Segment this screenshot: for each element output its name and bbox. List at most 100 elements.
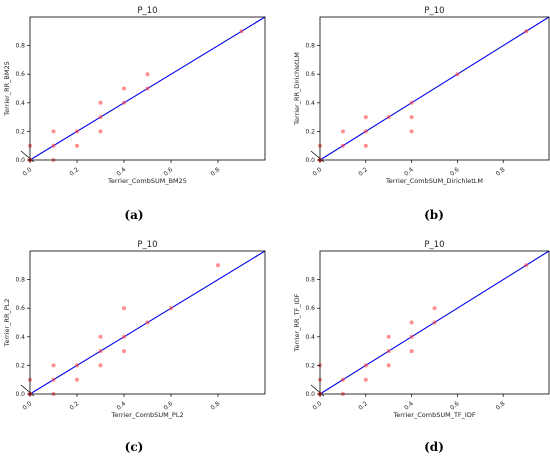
x-tick-label: 0.4 [115, 400, 127, 412]
data-point [409, 100, 414, 105]
x-tick-label: 0.8 [209, 400, 221, 412]
diagonal-line [319, 16, 550, 161]
data-point [524, 29, 529, 34]
data-point [75, 377, 79, 382]
y-tick-label: 0.6 [305, 71, 315, 78]
data-point [98, 115, 103, 120]
data-point [169, 306, 173, 311]
x-tick-label: 0.0 [311, 400, 323, 412]
data-point [122, 86, 126, 91]
data-point [51, 129, 56, 134]
y-tick-label: 0.4 [305, 334, 315, 341]
y-tick-label: 0.2 [15, 128, 25, 135]
x-tick-label: 0.6 [162, 400, 174, 412]
x-tick-label: 0.6 [449, 400, 461, 412]
data-point [145, 86, 150, 91]
data-point [75, 129, 79, 134]
y-tick-label: 0.6 [305, 305, 315, 312]
y-axis-label: Terrier_RR_TF_IDF [293, 293, 301, 352]
y-tick-label: 0.2 [15, 362, 25, 369]
data-point [145, 320, 150, 325]
data-point [455, 72, 460, 77]
x-tick-label: 0.4 [403, 166, 415, 178]
y-tick-label: 0.6 [15, 71, 25, 78]
data-point [216, 263, 220, 268]
data-point [363, 377, 368, 382]
data-point [386, 363, 391, 368]
data-point [524, 263, 529, 268]
scatter-panel-1: P_10 0.0 0.2 0.4 0.6 0.8 0.0 0.2 0.4 0.6 0.8 Terrie… [3, 6, 266, 222]
y-tick-label: 0.0 [305, 157, 315, 164]
x-tick-label: 0.0 [21, 400, 33, 412]
data-point [409, 129, 414, 134]
y-tick-label: 0.6 [15, 305, 25, 312]
data-point [363, 115, 368, 120]
panel-caption: (b) [424, 208, 444, 222]
x-axis-label: Terrier_CombSUM_BM25 [107, 177, 187, 185]
x-axis-label: Terrier_CombSUM_PL2 [110, 411, 183, 419]
data-point [145, 72, 150, 77]
y-tick-label: 0.8 [305, 277, 315, 284]
y-axis-label: Terrier_RR_PL2 [3, 299, 11, 348]
x-tick-label: 0.2 [357, 400, 369, 412]
data-point [122, 349, 126, 354]
data-point [386, 115, 391, 120]
plot-frame [29, 16, 266, 161]
data-point [75, 143, 79, 148]
data-point [122, 306, 126, 311]
scatter-panel-4: P_10 0.0 0.2 0.4 0.6 0.8 0.0 0.2 0.4 0.6 0.8 Terrie… [293, 240, 550, 454]
y-tick-label: 0.8 [15, 277, 25, 284]
panel-title: P_10 [424, 240, 444, 250]
data-point [51, 377, 56, 382]
y-tick-label: 0.0 [15, 391, 25, 398]
panel-caption: (c) [125, 440, 144, 454]
x-tick-label: 0.2 [68, 400, 80, 412]
y-axis-label: Terrier_RR_DirichletLM [293, 52, 301, 126]
data-point [340, 143, 345, 148]
x-axis-label: Terrier_CombSUM_TF_IDF [392, 411, 475, 419]
x-tick-label: 0.0 [21, 166, 33, 178]
x-tick-label: 0.8 [209, 166, 221, 178]
y-tick-label: 0.0 [305, 391, 315, 398]
data-point [98, 334, 103, 339]
data-point [409, 334, 414, 339]
y-axis-label: Terrier_RR_BM25 [3, 61, 11, 116]
data-point [122, 100, 126, 105]
panel-caption: (d) [424, 440, 444, 454]
plot-frame [319, 16, 550, 161]
data-point [386, 334, 391, 339]
data-point [409, 320, 414, 325]
panel-title: P_10 [137, 6, 157, 16]
data-point [51, 363, 56, 368]
panel-title: P_10 [424, 6, 444, 16]
x-tick-label: 0.2 [357, 166, 369, 178]
data-point [386, 349, 391, 354]
y-tick-label: 0.4 [305, 100, 315, 107]
x-tick-label: 0.0 [311, 166, 323, 178]
panel-caption: (a) [124, 208, 143, 222]
data-point [432, 306, 437, 311]
data-point [363, 363, 368, 368]
data-point [98, 349, 103, 354]
data-point [340, 377, 345, 382]
data-point [409, 115, 414, 120]
data-point [363, 129, 368, 134]
y-tick-label: 0.4 [15, 334, 25, 341]
data-point [51, 143, 56, 148]
y-tick-label: 0.8 [305, 43, 315, 50]
y-tick-label: 0.2 [305, 362, 315, 369]
panel-title: P_10 [137, 240, 157, 250]
scatter-panel-3: P_10 0.0 0.2 0.4 0.6 0.8 0.0 0.2 0.4 0.6 0.8 Terrie… [3, 240, 266, 454]
data-point [432, 320, 437, 325]
data-point [98, 363, 103, 368]
x-tick-label: 0.6 [449, 166, 461, 178]
x-tick-label: 0.8 [495, 166, 507, 178]
x-axis-label: Terrier_CombSUM_DirichletLM [385, 177, 483, 185]
x-tick-label: 0.8 [495, 400, 507, 412]
x-tick-label: 0.4 [403, 400, 415, 412]
data-point [75, 363, 79, 368]
data-point [98, 100, 103, 105]
y-tick-label: 0.8 [15, 43, 25, 50]
plot-frame [29, 250, 266, 395]
